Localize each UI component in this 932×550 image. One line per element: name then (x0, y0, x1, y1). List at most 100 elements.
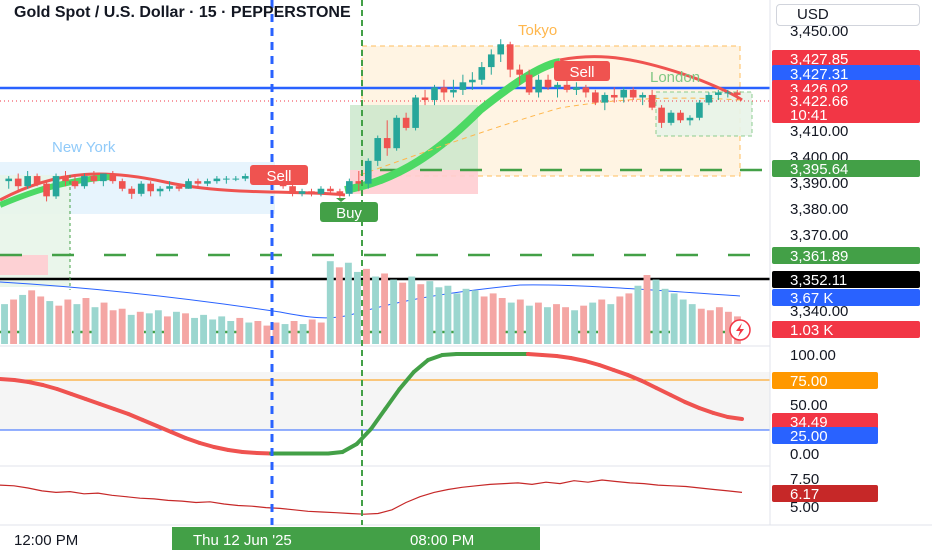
oscillator-segment (525, 352, 545, 357)
volume-bar (163, 316, 171, 344)
volume-bar (173, 311, 180, 344)
volume-series (1, 261, 741, 344)
candle (14, 173, 22, 192)
volume-bar (118, 308, 126, 344)
osc-last-value: 34.49 (790, 414, 828, 431)
price-label-text: 10:41 (790, 107, 828, 124)
price-label: 3,395.64 (772, 160, 920, 178)
volume-bar (317, 322, 325, 344)
volume-bar (91, 307, 99, 344)
volume-bar (625, 293, 633, 344)
oscillator-segment (183, 436, 202, 445)
candle (478, 62, 486, 85)
volume-bar (534, 302, 542, 344)
candle (156, 186, 164, 197)
volume-bar (643, 275, 651, 344)
candle (374, 135, 382, 166)
osc-tick: 0.00 (790, 446, 819, 463)
volume-bar (525, 305, 533, 344)
candle (355, 171, 363, 192)
candle (109, 171, 117, 184)
position-loss-zone-left (0, 255, 48, 275)
volume-bar (435, 287, 443, 344)
oscillator-band-fill (0, 372, 770, 430)
sell-signal-1-label: Sell (266, 168, 291, 185)
oscillator-axis: 100.00 50.00 0.00 75.00 34.49 25.00 (772, 347, 878, 463)
volume-bar (236, 317, 244, 344)
sell-signal-1[interactable]: Sell (250, 165, 308, 185)
candle (33, 173, 41, 187)
candle (506, 41, 514, 78)
oscillator-segment (212, 445, 231, 452)
candle (487, 49, 495, 75)
volume-bar (353, 271, 361, 344)
oscillator-segment (40, 383, 60, 391)
ind-tick: 5.00 (790, 499, 819, 516)
oscillator-series (0, 352, 744, 456)
candle (90, 171, 98, 184)
price-axis[interactable]: 3,450.00 3,410.00 3,400.00 3,390.00 3,38… (790, 23, 848, 320)
candle (469, 72, 476, 90)
candle (5, 176, 13, 189)
candle (592, 89, 599, 106)
osc-level-75-label: 75.00 (790, 373, 828, 390)
candle (213, 176, 221, 184)
volume-bar (100, 302, 108, 344)
candle (43, 181, 50, 202)
volume-bar (471, 290, 479, 344)
oscillator-segment (383, 387, 402, 411)
oscillator-segment (625, 373, 645, 383)
volume-bar (697, 308, 705, 344)
candle (648, 89, 656, 111)
candle (118, 178, 126, 192)
oscillator-segment (397, 370, 416, 391)
price-label-text: 3,427.85 (790, 51, 848, 68)
oscillator-segment (97, 402, 117, 411)
candle (24, 171, 31, 189)
oscillator-segment (611, 368, 630, 377)
candle (336, 188, 344, 199)
volume-bar (652, 279, 660, 344)
volume-bar (28, 290, 36, 344)
currency-selector[interactable]: USD (776, 4, 920, 26)
volume-bar (245, 322, 253, 344)
buy-signal[interactable]: Buy (320, 198, 378, 222)
volume-bar (589, 302, 597, 344)
volume-bar (390, 279, 398, 344)
volume-bar (498, 298, 506, 344)
candle (241, 173, 249, 182)
lower-indicator-axis: 7.50 6.17 5.00 (772, 471, 878, 516)
volume-bar (200, 314, 208, 344)
candle (544, 74, 552, 90)
volume-bar (136, 311, 144, 344)
volume-bar (489, 293, 497, 344)
lightning-icon[interactable] (729, 319, 751, 341)
candle (516, 64, 523, 85)
volume-bar (281, 324, 289, 344)
candle (601, 92, 609, 111)
volume-bar (399, 282, 407, 344)
sell-signal-2[interactable]: Sell (554, 61, 610, 81)
oscillator-segment (568, 356, 588, 363)
volume-bar (290, 321, 298, 344)
candle (525, 69, 533, 95)
candle (696, 100, 703, 121)
candle (308, 188, 315, 197)
price-label: 3,361.89 (772, 247, 920, 265)
volume-bar (344, 262, 352, 344)
oscillator-segment (583, 359, 602, 367)
time-axis[interactable]: 12:00 PM Thu 12 Jun '25 08:00 PM (14, 527, 540, 550)
volume-bar (480, 296, 488, 344)
new-york-session-label: New York (52, 139, 116, 156)
candle (535, 74, 542, 98)
volume-bar (308, 319, 316, 344)
volume-bar (544, 307, 551, 344)
oscillator-segment (697, 406, 716, 415)
buy-signal-label: Buy (336, 205, 362, 222)
candle (715, 89, 722, 101)
time-label-date: Thu 12 Jun '25 (193, 532, 292, 549)
lower-indicator-line (0, 479, 743, 515)
candle (175, 183, 183, 192)
volume-bar (607, 304, 615, 344)
